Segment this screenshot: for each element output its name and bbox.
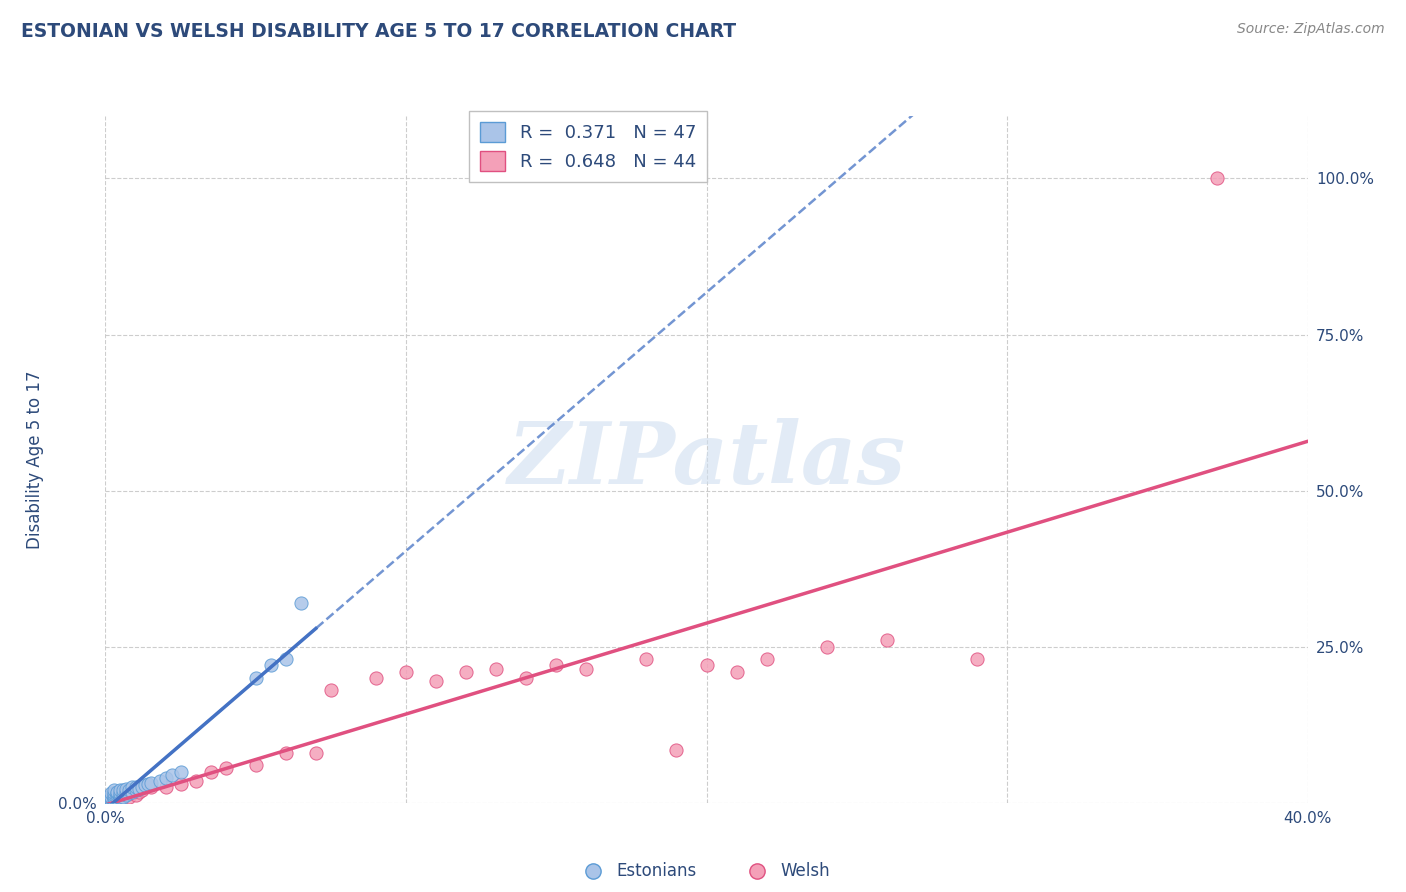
Point [103, 790, 125, 805]
Point [245, 671, 267, 685]
Point [305, 746, 328, 760]
Point [184, 773, 207, 789]
Point [124, 783, 146, 797]
Point [139, 776, 162, 790]
Point [124, 783, 146, 797]
Point [364, 671, 387, 685]
Point [966, 652, 988, 666]
Point [425, 674, 447, 689]
Point [134, 780, 156, 794]
Point [160, 767, 183, 781]
Point [103, 790, 125, 805]
Point [97, 793, 120, 806]
Point [121, 780, 143, 794]
Point [97, 789, 120, 804]
Point [290, 596, 312, 610]
Point [260, 658, 283, 673]
Point [274, 746, 297, 760]
Point [115, 784, 138, 798]
Point [107, 784, 129, 798]
Point [131, 780, 153, 794]
Point [110, 783, 132, 797]
Text: ZIPatlas: ZIPatlas [508, 417, 905, 501]
Point [103, 789, 125, 803]
Point [696, 658, 718, 673]
Point [118, 784, 141, 798]
Point [636, 652, 658, 666]
Point [124, 780, 146, 794]
Point [485, 662, 508, 676]
Point [100, 790, 122, 805]
Point [100, 793, 122, 806]
Point [110, 787, 132, 801]
Point [115, 789, 138, 803]
Point [118, 789, 141, 804]
Point [118, 783, 141, 797]
Point [107, 790, 129, 805]
Point [515, 671, 537, 685]
Point [110, 790, 132, 805]
Point [112, 787, 135, 801]
Point [139, 780, 162, 794]
Point [121, 787, 143, 801]
Point [148, 773, 170, 789]
Point [245, 758, 267, 772]
Point [136, 777, 159, 791]
Point [115, 787, 138, 801]
Point [214, 762, 236, 776]
Point [100, 787, 122, 801]
Point [575, 662, 598, 676]
Point [103, 793, 125, 806]
Point [107, 789, 129, 804]
Point [169, 777, 191, 791]
Point [815, 640, 838, 654]
Point [100, 789, 122, 804]
Point [134, 778, 156, 792]
Text: ESTONIAN VS WELSH DISABILITY AGE 5 TO 17 CORRELATION CHART: ESTONIAN VS WELSH DISABILITY AGE 5 TO 17… [21, 22, 737, 41]
Point [319, 683, 342, 698]
Point [124, 789, 146, 803]
Point [112, 789, 135, 804]
Point [112, 783, 135, 797]
Point [103, 789, 125, 804]
Point [454, 665, 477, 679]
Point [665, 742, 688, 756]
Point [155, 780, 177, 794]
Point [274, 652, 297, 666]
Point [755, 652, 778, 666]
Point [107, 787, 129, 801]
Text: Source: ZipAtlas.com: Source: ZipAtlas.com [1237, 22, 1385, 37]
Point [155, 771, 177, 785]
Point [128, 782, 150, 797]
Point [200, 764, 222, 779]
Point [112, 789, 135, 803]
Point [118, 787, 141, 801]
Point [1206, 171, 1229, 186]
Point [110, 789, 132, 803]
Point [110, 789, 132, 804]
Y-axis label: Disability Age 5 to 17: Disability Age 5 to 17 [27, 370, 45, 549]
Point [97, 793, 120, 806]
Point [546, 658, 568, 673]
Point [131, 783, 153, 797]
Point [121, 784, 143, 798]
Point [115, 782, 138, 797]
Point [103, 787, 125, 801]
Point [103, 783, 125, 797]
Point [103, 789, 125, 803]
Legend: Estonians, Welsh: Estonians, Welsh [576, 855, 837, 888]
Point [110, 787, 132, 801]
Point [395, 665, 418, 679]
Point [725, 665, 748, 679]
Point [107, 789, 129, 803]
Point [169, 764, 191, 779]
Point [128, 784, 150, 798]
Point [97, 790, 120, 805]
Point [876, 633, 898, 648]
Point [110, 790, 132, 805]
Point [100, 790, 122, 805]
